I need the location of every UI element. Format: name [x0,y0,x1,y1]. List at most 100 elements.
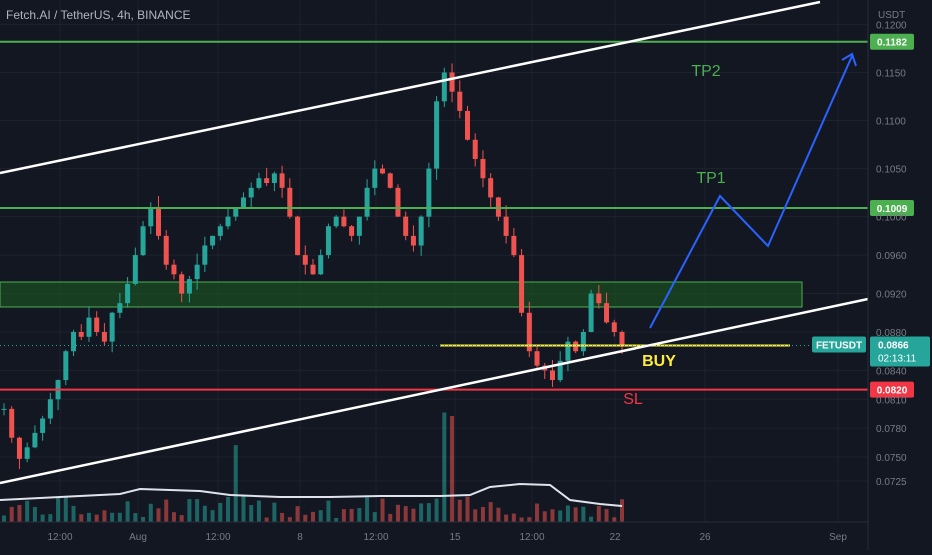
candle-body [395,187,401,217]
candle-body [465,110,470,140]
candle-body [217,226,223,236]
x-tick-label: Sep [829,532,847,543]
candle-body [248,187,254,198]
level-label-bg-tp1 [870,200,914,216]
level-label-tp1: 0.1009 [877,204,908,215]
level-label-tp2: 0.1182 [877,38,907,49]
volume-bar [326,500,331,522]
candle-body [163,235,169,265]
y-tick-label: 0.0960 [876,251,907,262]
candle-body [140,226,146,256]
volume-bar [419,503,424,522]
candle-body [186,279,192,294]
candle-body [426,168,432,217]
volume-bar [311,511,315,522]
volume-bar [511,513,516,522]
level-label-sl: 0.0820 [877,386,908,397]
candle-body [534,351,540,366]
candle-body [418,216,424,246]
y-tick-label: 0.1200 [876,20,907,31]
candle-body [611,322,617,332]
candle-body [109,312,115,342]
candle-body [240,197,246,208]
candle-body [256,178,262,188]
candle-body [24,447,30,459]
candle-body [341,216,347,227]
y-tick-label: 0.1050 [876,165,907,176]
x-tick-label: 22 [609,532,621,543]
volume-bar [280,512,285,522]
candle-body [387,173,393,188]
candle-body [171,264,177,275]
volume-bar [272,502,277,522]
volume-bar [388,513,393,522]
volume-bar [256,500,261,522]
volume-bar [465,496,470,522]
volume-bar [457,499,462,522]
candle-body [132,255,138,284]
tp2-label: TP2 [691,63,720,80]
y-tick-label: 0.0880 [876,328,907,339]
volume-bar [2,515,6,522]
candle-body [1,408,7,410]
volume-bar [372,512,377,522]
candle-body [333,216,339,227]
channel-upper-line [0,0,821,175]
volume-bar [117,512,122,522]
y-tick-label: 0.0780 [876,424,907,435]
level-label-bg-sl [870,381,914,398]
volume-bar [403,506,408,522]
volume-bar [620,499,624,522]
x-tick-label: 12:00 [47,532,72,543]
volume-bar [341,509,346,522]
volume-bar [589,516,594,522]
y-tick-label: 0.1000 [876,213,907,224]
volume-bar [71,505,76,522]
candle-body [233,207,239,217]
symbol-tag-bg [812,336,866,353]
volume-bar [365,497,370,522]
volume-bar [450,416,455,522]
candle-body [503,216,509,236]
level-label-bg-tp2 [870,33,914,50]
candle-body [472,139,478,159]
volume-bar [241,496,246,522]
volume-bar [171,512,176,522]
volume-bar [612,517,617,522]
volume-bar [218,502,223,522]
candle-body [318,255,324,275]
volume-bar [334,517,339,522]
buy-label: BUY [642,353,676,370]
y-tick-label: 0.1150 [876,68,906,79]
candle-body [271,173,277,184]
candle-body [596,293,602,304]
volume-bar [156,508,161,522]
overlays: TP2 TP1 BUY SL [0,0,869,485]
volume-bar [357,508,362,522]
candle-body [325,226,331,256]
candle-body [604,303,610,323]
x-tick-label: Aug [129,532,147,543]
volume-bar [565,505,570,522]
volume-bar [86,512,91,522]
levels: 0.1182 0.1009 0.0820 FETUSDT 0.0866 02:13:11 [0,33,930,398]
volume-bar [411,508,416,522]
volume-bar [179,515,184,522]
candle-body [380,168,386,174]
candle-body [210,235,216,246]
volume-bar [148,503,153,522]
volume-bar [249,505,254,522]
candle-body [194,264,200,280]
candle-body [16,437,22,459]
candle-body [356,216,362,236]
candle-body [526,312,532,352]
y-tick-label: 0.0840 [876,366,907,377]
volume-bar [434,498,439,522]
candle-body [148,207,154,227]
candle-body [101,331,107,342]
candle-body [434,101,440,169]
